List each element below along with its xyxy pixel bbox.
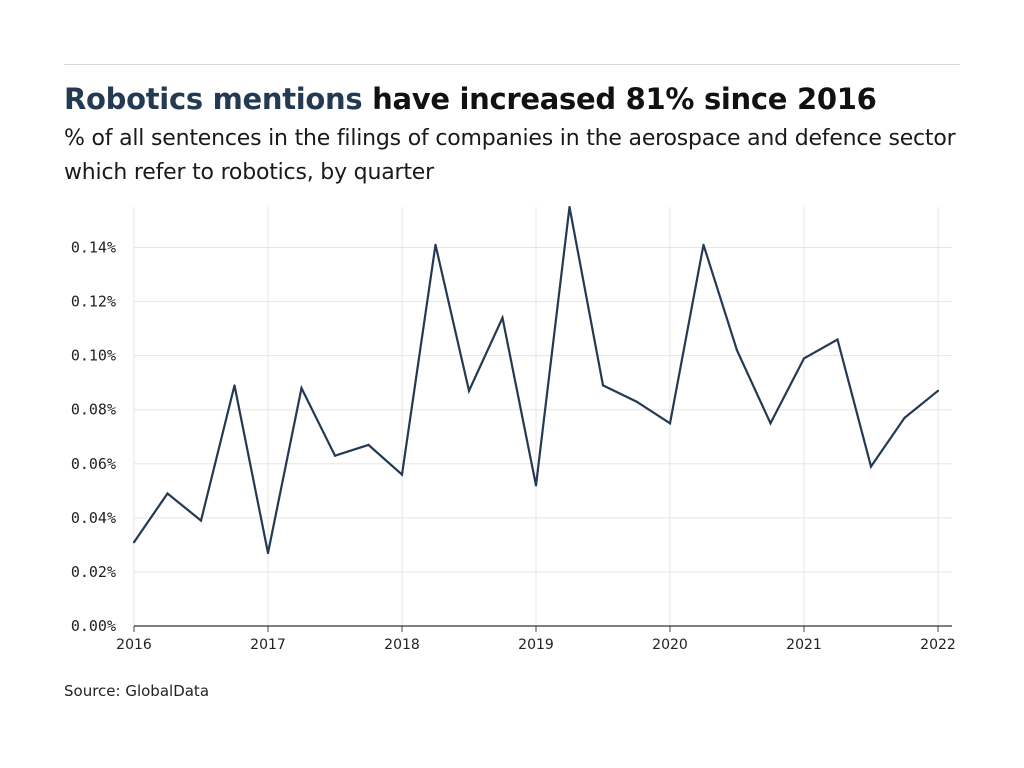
- data-point: [434, 243, 437, 246]
- data-point: [333, 454, 337, 457]
- data-point: [467, 389, 471, 392]
- data-point: [300, 387, 303, 390]
- x-tick-label: 2017: [250, 637, 286, 653]
- y-tick-label: 0.08%: [71, 401, 116, 419]
- chart-subtitle: % of all sentences in the filings of com…: [64, 126, 956, 185]
- y-tick-label: 0.04%: [71, 509, 116, 527]
- data-point: [635, 400, 638, 403]
- x-tick-label: 2018: [384, 637, 420, 653]
- data-point: [199, 519, 203, 522]
- data-point: [568, 205, 571, 209]
- data-point: [132, 541, 136, 544]
- data-point: [903, 416, 906, 419]
- data-point: [266, 551, 270, 555]
- x-tick-label: 2022: [920, 637, 956, 653]
- source-note: Source: GlobalData: [64, 682, 210, 700]
- x-tick-label: 2020: [652, 637, 688, 653]
- data-point: [601, 384, 605, 387]
- x-axis-ticks: 2016 2017 2018 2019 2020 2021 2022: [116, 637, 956, 653]
- y-tick-label: 0.00%: [71, 617, 116, 635]
- data-point: [702, 243, 705, 246]
- series-layer: [132, 205, 940, 555]
- x-tick-label: 2021: [786, 637, 822, 653]
- data-point: [802, 357, 806, 360]
- data-point: [400, 473, 404, 476]
- x-tick-label: 2016: [116, 637, 152, 653]
- y-tick-label: 0.06%: [71, 455, 116, 473]
- y-axis-ticks: 0.00% 0.02% 0.04% 0.06% 0.08% 0.10% 0.12% 0.14%: [71, 239, 116, 635]
- data-point: [668, 422, 672, 425]
- y-tick-label: 0.02%: [71, 563, 116, 581]
- y-tick-label: 0.10%: [71, 347, 116, 365]
- chart-title: Robotics mentions have increased 81% sin…: [64, 80, 877, 118]
- data-point: [769, 422, 772, 425]
- data-point: [501, 316, 504, 319]
- data-point: [367, 443, 370, 446]
- top-divider: [64, 64, 960, 65]
- data-point: [936, 389, 940, 392]
- data-point: [836, 338, 839, 341]
- chart-title-rest: have increased 81% since 2016: [362, 82, 877, 116]
- x-tick-label: 2019: [518, 637, 554, 653]
- chart-title-accent: Robotics mentions: [64, 82, 363, 116]
- data-point: [534, 484, 538, 487]
- data-point: [166, 492, 169, 495]
- y-tick-label: 0.12%: [71, 293, 116, 311]
- data-point: [233, 384, 236, 387]
- data-point: [869, 465, 873, 468]
- grid-layer: [133, 207, 952, 632]
- data-point: [735, 349, 739, 352]
- y-tick-label: 0.14%: [71, 239, 116, 257]
